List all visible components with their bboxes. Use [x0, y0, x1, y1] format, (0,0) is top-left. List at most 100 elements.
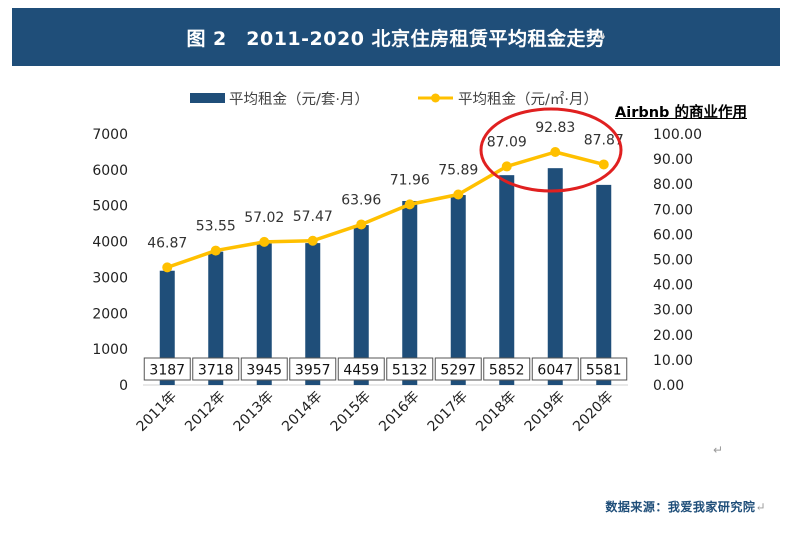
bar-data-label: 3957 — [295, 363, 331, 379]
x-tick-label: 2019年 — [522, 389, 568, 435]
bar-value-box-frame — [580, 357, 628, 381]
bar-series — [159, 168, 612, 385]
line-data-label: 53.55 — [196, 219, 236, 235]
line-point — [598, 159, 609, 170]
line-point — [501, 161, 512, 172]
right-tick-label: 80.00 — [653, 177, 693, 193]
x-axis-ticks: 2011年 2012年 2013年 2014年 2015年 2016年 2017年 2018年… — [134, 389, 617, 435]
legend-swatch-bar — [190, 93, 225, 103]
x-tick-label: 2017年 — [425, 389, 471, 435]
bar-value-box: 5297 — [434, 357, 482, 381]
line-data-labels: 46.87 53.55 57.02 57.47 63.96 71.96 75.89 87.09… — [147, 120, 624, 251]
right-tick-label: 20.00 — [653, 328, 693, 344]
chart-legend: 平均租金（元/套·月） 平均租金（元/㎡·月） — [190, 91, 598, 108]
bar-value-box-frame — [337, 357, 385, 381]
right-tick-label: 10.00 — [653, 353, 693, 369]
bar-value-box: 3957 — [289, 357, 337, 381]
bar — [208, 251, 224, 385]
line-data-label: 57.47 — [293, 209, 333, 225]
line-point — [162, 262, 173, 273]
bar-value-box: 5132 — [386, 357, 434, 381]
right-tick-label: 90.00 — [653, 152, 693, 168]
bar-data-label: 5132 — [392, 363, 428, 379]
source-text: 数据来源：我爱我家研究院 — [605, 500, 756, 514]
chart-title: 图 2 2011-2020 北京住房租赁平均租金走势 — [186, 27, 606, 50]
bar — [305, 243, 321, 385]
bar-data-label: 4459 — [343, 363, 379, 379]
left-tick-label: 0 — [119, 378, 128, 394]
bar — [256, 243, 272, 385]
right-tick-label: 100.00 — [653, 127, 702, 143]
line-path — [166, 150, 605, 270]
line-point — [550, 146, 561, 157]
right-tick-label: 60.00 — [653, 227, 693, 243]
bar-value-box-frame — [386, 357, 434, 381]
highlight-circle — [479, 107, 623, 193]
bar-value-box-frame — [192, 357, 240, 381]
bar-data-label: 6047 — [537, 363, 573, 379]
title-return-mark: ↵ — [596, 30, 607, 44]
bar — [353, 225, 369, 385]
bar-value-box: 3718 — [192, 357, 240, 381]
bar — [402, 200, 418, 385]
right-tick-label: 50.00 — [653, 253, 693, 269]
line-data-label: 87.09 — [487, 134, 527, 150]
line-data-label: 46.87 — [147, 235, 187, 251]
left-tick-label: 7000 — [92, 127, 128, 143]
x-tick-label: 2016年 — [376, 389, 422, 435]
line-data-label: 75.89 — [438, 163, 478, 179]
line-point — [210, 245, 221, 256]
x-tick-label: 2018年 — [473, 389, 519, 435]
left-tick-label: 4000 — [92, 235, 128, 251]
left-tick-label: 5000 — [92, 199, 128, 215]
chart-return-mark: ↵ — [713, 443, 724, 457]
bar — [547, 168, 563, 385]
bar-value-box: 5581 — [580, 357, 628, 381]
line-data-label: 92.83 — [535, 120, 575, 136]
bar-data-label: 5852 — [489, 363, 525, 379]
left-tick-label: 6000 — [92, 163, 128, 179]
right-tick-label: 0.00 — [653, 378, 684, 394]
bar-value-box-frame — [289, 357, 337, 381]
bar-data-label: 3718 — [198, 363, 234, 379]
bar-value-box: 6047 — [531, 357, 579, 381]
bar-value-box-frame — [531, 357, 579, 381]
x-tick-label: 2013年 — [231, 389, 277, 435]
chart-title-bar: 图 2 2011-2020 北京住房租赁平均租金走势 — [12, 8, 780, 66]
line-point — [307, 235, 318, 246]
line-data-label: 63.96 — [341, 192, 381, 208]
bar-value-box-frame — [483, 357, 531, 381]
line-data-label: 87.87 — [584, 132, 624, 148]
line-data-label: 71.96 — [390, 172, 430, 188]
line-point — [356, 219, 367, 230]
line-point — [404, 199, 415, 210]
right-tick-label: 30.00 — [653, 303, 693, 319]
line-point — [259, 236, 270, 247]
bar-value-box: 5852 — [483, 357, 531, 381]
bar-data-label: 5581 — [586, 363, 622, 379]
bar-value-box: 4459 — [337, 357, 385, 381]
bar-value-box-frame — [240, 357, 288, 381]
line-series — [162, 146, 609, 273]
left-axis: 0 1000 2000 3000 4000 5000 6000 7000 — [92, 127, 128, 394]
bar — [450, 195, 466, 385]
bar-data-label: 3945 — [246, 363, 282, 379]
bar-value-box-frame — [143, 357, 191, 381]
left-tick-label: 3000 — [92, 270, 128, 286]
bar — [159, 270, 175, 385]
right-axis: 0.00 10.00 20.00 30.00 40.00 50.00 60.00 70.00 8… — [653, 127, 702, 394]
line-data-label: 57.02 — [244, 210, 284, 226]
source-return-mark: ↵ — [755, 500, 766, 514]
legend-swatch-marker — [431, 93, 440, 103]
source-note: 数据来源：我爱我家研究院↵ — [605, 498, 766, 515]
bar-value-box: 3187 — [143, 357, 191, 381]
x-tick-label: 2012年 — [182, 389, 228, 435]
legend-label-line: 平均租金（元/㎡·月） — [458, 91, 598, 108]
x-tick-label: 2011年 — [134, 389, 180, 435]
bar-data-label: 3187 — [149, 363, 185, 379]
x-tick-label: 2014年 — [279, 389, 325, 435]
right-tick-label: 70.00 — [653, 202, 693, 218]
x-tick-label: 2015年 — [328, 389, 374, 435]
bar — [499, 175, 515, 385]
